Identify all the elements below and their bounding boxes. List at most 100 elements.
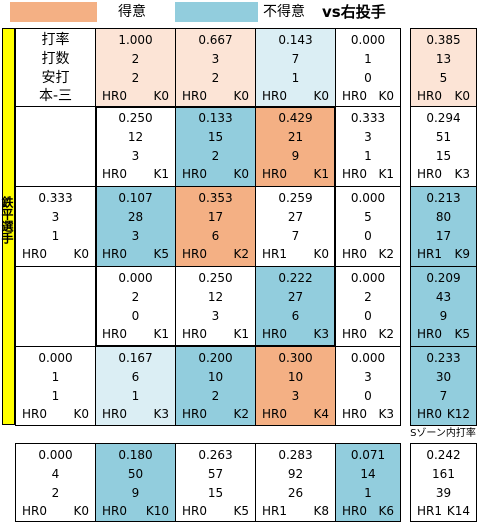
home-runs: HR0 [22, 247, 47, 261]
hr-k-line: HR0 K0 [176, 87, 255, 106]
hr-k-line: HR1 K8 [256, 502, 335, 521]
stat-ab: 27 [287, 290, 304, 304]
stat-ab: 3 [364, 370, 372, 384]
stat-ab: 7 [291, 52, 300, 66]
hr-k-line: HR0 K1 [96, 325, 175, 344]
stat-cell: 0.259 27 7 HR1 K0 [255, 186, 336, 267]
home-runs: HR0 [182, 247, 207, 261]
home-runs: HR0 [417, 89, 442, 103]
hr-k-line: HR0 K3 [411, 165, 476, 184]
strikeouts: K14 [446, 504, 470, 518]
strikeouts: K1 [378, 167, 394, 181]
home-runs: HR0 [417, 327, 442, 341]
home-runs: HR0 [342, 327, 367, 341]
stat-ab: 57 [207, 467, 224, 481]
stat-ab: 3 [51, 210, 60, 224]
hr-k-line: HR0 K6 [336, 502, 400, 521]
stat-avg: 0.242 [426, 448, 461, 462]
home-runs: HR0 [417, 167, 442, 181]
stat-ab: 10 [207, 370, 224, 384]
stat-ab: 80 [435, 210, 452, 224]
row-label: 安打 [41, 70, 70, 86]
stat-hits: 2 [51, 486, 60, 500]
stat-hits: 1 [131, 389, 140, 403]
hr-k-line: HR1 K9 [411, 245, 476, 264]
stat-cell: 0.242 161 39 HR1 K14 [410, 443, 477, 522]
home-runs: HR0 [182, 504, 207, 518]
hr-k-line: HR0 K1 [336, 165, 400, 184]
home-runs: HR0 [262, 89, 287, 103]
strikeouts: K2 [233, 407, 249, 421]
strikeouts: K12 [446, 407, 470, 421]
strikeouts: K3 [153, 407, 169, 421]
hr-k-line: HR0 K5 [176, 502, 255, 521]
home-runs: HR0 [102, 89, 127, 103]
legend-good: 得意 [118, 4, 146, 20]
stat-ab: 2 [131, 290, 140, 304]
stat-cell: 0.000 1 0 HR0 K0 [335, 28, 401, 107]
stat-hits: 9 [439, 309, 448, 323]
stat-hits: 3 [291, 389, 300, 403]
hr-k-line: HR0 K5 [96, 245, 175, 264]
home-runs: HR0 [262, 407, 287, 421]
hr-k-line: HR0 K1 [96, 165, 175, 184]
hr-k-line: HR0 K2 [336, 245, 400, 264]
hr-k-line: HR0 K0 [411, 87, 476, 106]
stat-cell: 0.667 3 2 HR0 K0 [175, 28, 256, 107]
stat-cell: 0.385 13 5 HR0 K0 [410, 28, 477, 107]
stat-hits: 2 [211, 149, 220, 163]
home-runs: HR0 [102, 504, 127, 518]
strikeouts: K6 [378, 504, 394, 518]
stat-ab: 51 [435, 130, 452, 144]
stat-cell: 0.180 50 9 HR0 K10 [95, 443, 176, 522]
stat-avg: 0.000 [350, 351, 386, 365]
stat-hits: 0 [131, 309, 140, 323]
hr-k-line: HR0 K0 [256, 87, 335, 106]
stat-avg: 0.143 [278, 33, 313, 47]
strikeouts: K0 [454, 89, 470, 103]
stat-hits: 6 [211, 229, 220, 243]
strikeouts: K0 [378, 89, 394, 103]
stat-hits: 0 [364, 389, 372, 403]
stat-hits: 9 [291, 149, 300, 163]
stat-avg: 0.300 [278, 351, 313, 365]
strikeouts: K2 [233, 247, 249, 261]
stat-avg: 0.000 [38, 351, 73, 365]
stat-cell: 0.143 7 1 HR0 K0 [255, 28, 336, 107]
legend-good-swatch [10, 2, 97, 22]
home-runs: HR0 [22, 407, 47, 421]
stat-avg: 0.385 [426, 33, 461, 47]
stat-ab: 12 [207, 290, 224, 304]
strikeouts: K3 [454, 167, 470, 181]
row-labels: 打率 打数 安打 本-三 [15, 28, 96, 107]
hr-k-line: HR0 K0 [336, 87, 400, 106]
stat-cell: 0.000 1 1 HR0 K0 [15, 346, 96, 426]
strikeouts: K0 [233, 167, 249, 181]
home-runs: HR0 [417, 407, 442, 421]
stat-cell: 0.000 2 0 HR0 K1 [95, 266, 176, 347]
stat-cell: 0.429 21 9 HR0 K1 [255, 106, 336, 187]
stat-cell: 0.000 4 2 HR0 K0 [15, 443, 96, 522]
strikeouts: K9 [454, 247, 470, 261]
hr-k-line: HR0 K5 [411, 325, 476, 344]
hr-k-line: HR0 K3 [96, 405, 175, 424]
stat-cell: 0.000 2 0 HR0 K2 [335, 266, 401, 347]
strikeouts: K0 [73, 247, 89, 261]
stat-ab: 13 [435, 52, 452, 66]
stat-hits: 1 [51, 389, 60, 403]
stat-avg: 0.333 [38, 191, 73, 205]
strikeouts: K0 [153, 89, 169, 103]
stat-hits: 26 [287, 486, 304, 500]
home-runs: HR0 [262, 327, 287, 341]
hr-k-line: HR0 K0 [16, 405, 95, 424]
stat-ab: 161 [432, 467, 455, 481]
strikeouts: K3 [313, 327, 329, 341]
home-runs: HR0 [342, 89, 367, 103]
stat-avg: 0.000 [38, 448, 73, 462]
hr-k-line: HR0 K10 [96, 502, 175, 521]
strikeouts: K2 [378, 247, 394, 261]
strikeouts: K0 [73, 407, 89, 421]
stat-hits: 5 [439, 71, 448, 85]
stat-cell: 0.107 28 3 HR0 K5 [95, 186, 176, 267]
